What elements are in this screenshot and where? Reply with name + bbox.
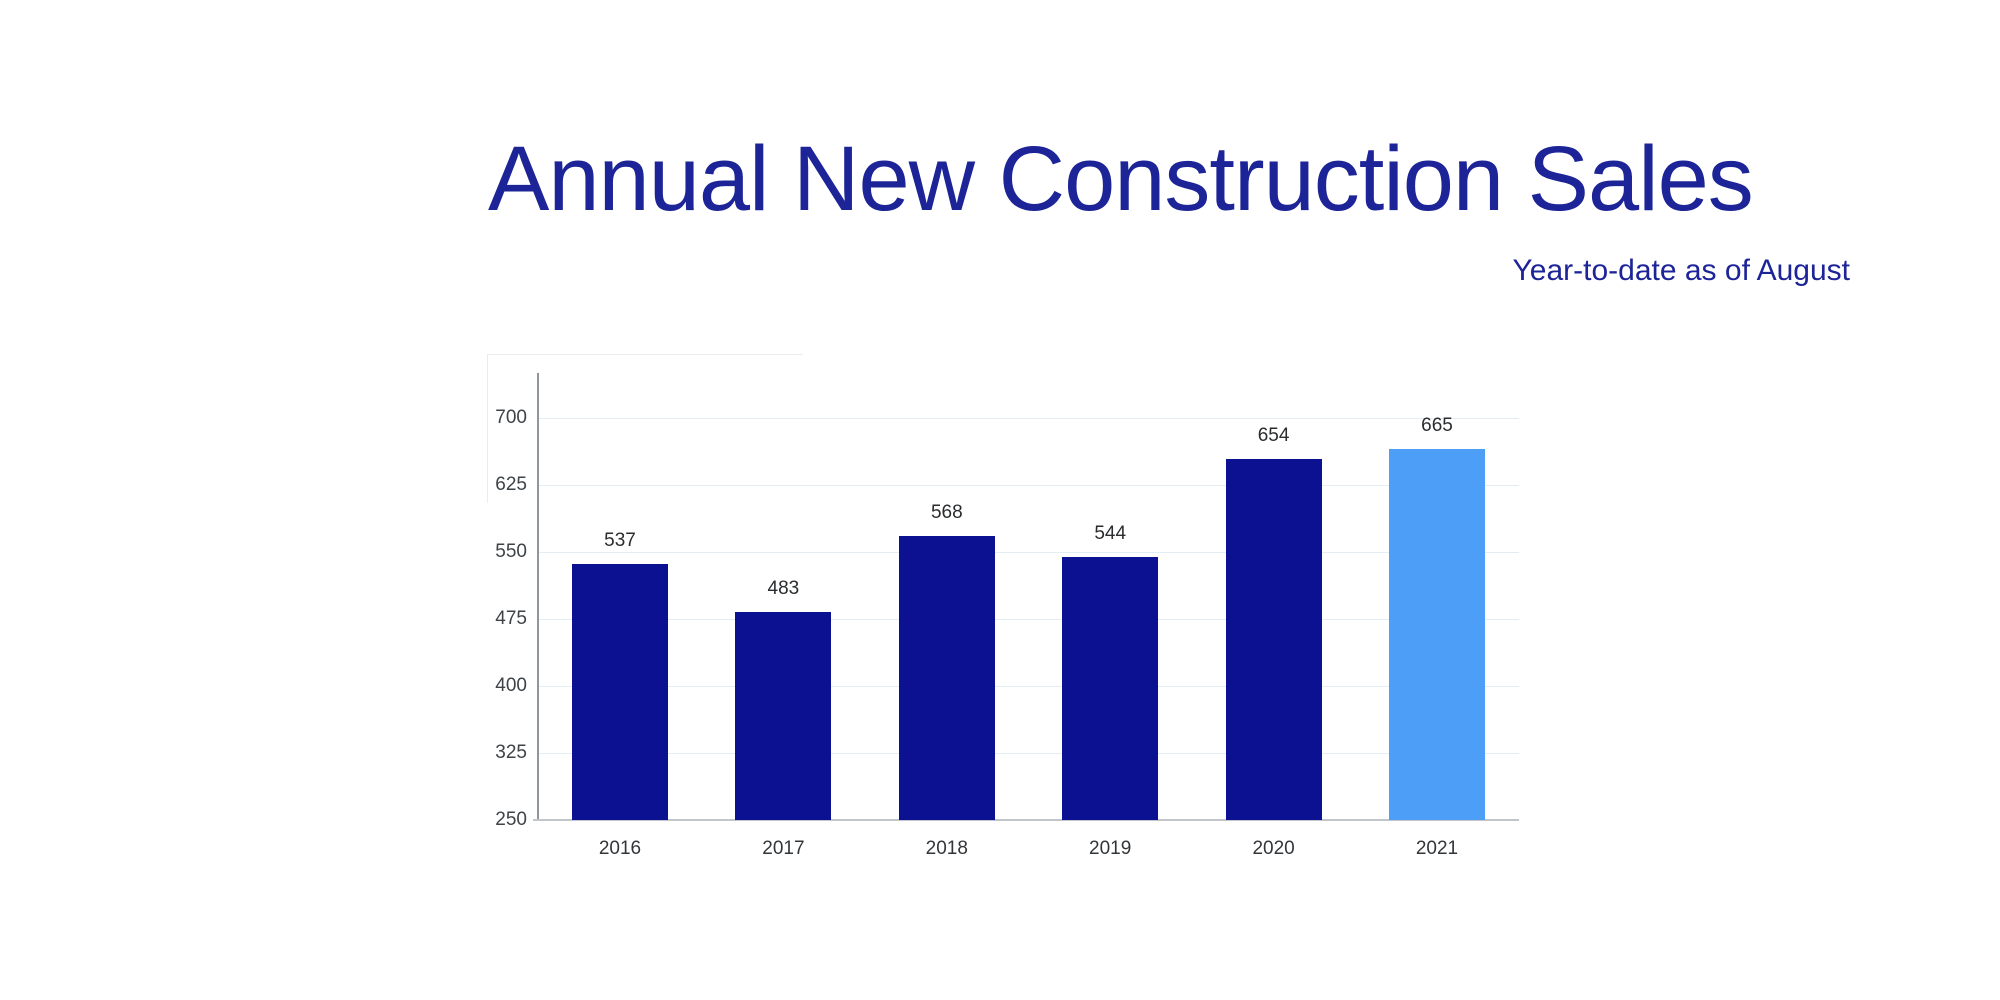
bar-2018 [898, 535, 995, 820]
chart-title: Annual New Construction Sales [488, 128, 1754, 230]
bar-value-label: 537 [604, 529, 636, 551]
x-tick-label: 2020 [1252, 838, 1295, 859]
bar-2020 [1225, 459, 1322, 820]
bar-value-label: 665 [1421, 415, 1453, 437]
bar-2021 [1389, 449, 1485, 820]
y-tick-label: 625 [495, 474, 527, 495]
bar-2017 [735, 611, 832, 820]
y-axis-line [537, 373, 539, 820]
gridline [537, 417, 1519, 419]
gridline [537, 618, 1519, 620]
bar-value-label: 483 [767, 577, 800, 599]
y-tick-label: 550 [495, 541, 527, 562]
bar-2016 [572, 563, 668, 820]
bar-value-label: 568 [930, 501, 963, 523]
bar-2019 [1062, 557, 1159, 820]
gridline [537, 752, 1519, 754]
gridline [537, 685, 1519, 687]
plot-panel-top-edge [487, 354, 803, 355]
plot-panel-left-edge [487, 354, 488, 503]
x-tick-label: 2019 [1089, 838, 1132, 859]
x-tick-label: 2016 [598, 838, 642, 859]
bar-value-label: 654 [1257, 425, 1290, 447]
x-tick-label: 2021 [1415, 838, 1459, 859]
y-tick-label: 325 [495, 742, 527, 763]
x-tick-label: 2017 [762, 838, 805, 859]
gridline [537, 551, 1519, 553]
chart-subtitle: Year-to-date as of August [1512, 254, 1850, 287]
y-tick-label: 400 [495, 675, 527, 696]
y-tick-label: 700 [495, 407, 527, 428]
gridline [537, 484, 1519, 486]
x-axis-line [533, 819, 1519, 821]
y-tick-label: 475 [495, 608, 527, 629]
bar-value-label: 544 [1094, 523, 1127, 545]
y-tick-label: 250 [495, 809, 527, 830]
x-tick-label: 2018 [925, 838, 968, 859]
